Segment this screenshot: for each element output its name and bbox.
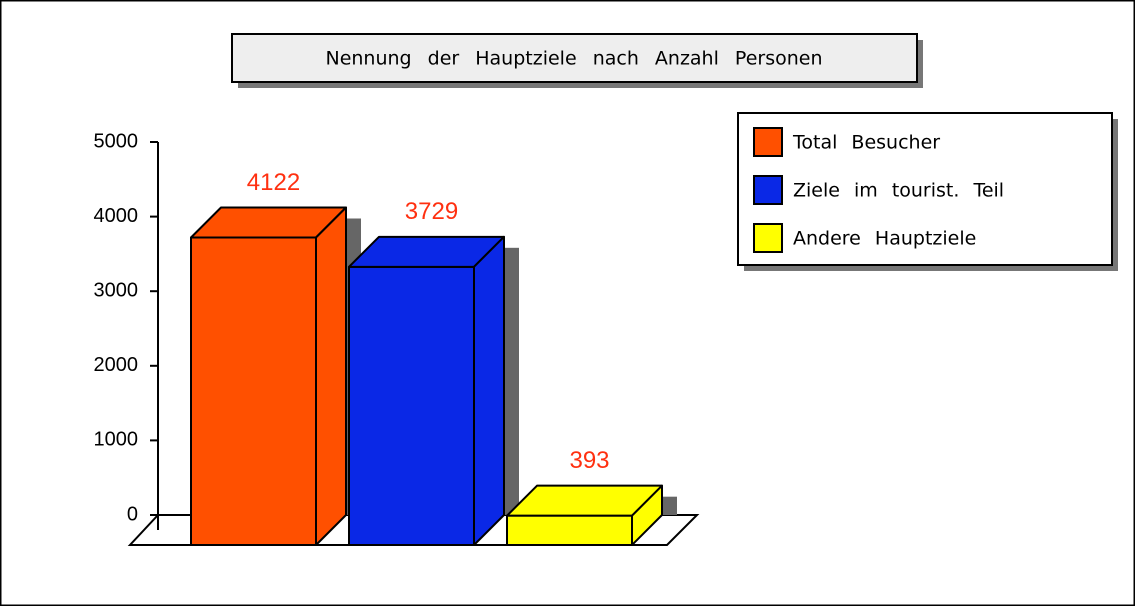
bar-side <box>473 235 505 546</box>
y-tick-label: 4000 <box>94 205 139 227</box>
bar-front <box>506 514 633 546</box>
legend-swatch <box>753 223 783 253</box>
legend-label: Andere Hauptziele <box>793 228 976 250</box>
legend-swatch <box>753 127 783 157</box>
bar-shadow <box>504 247 519 516</box>
y-tick-label: 2000 <box>94 354 139 376</box>
bar-side <box>631 484 663 546</box>
chart-title: Nennung der Hauptziele nach Anzahl Perso… <box>325 48 822 70</box>
value-label: 4122 <box>247 169 300 196</box>
legend-swatch <box>753 175 783 205</box>
bar-front <box>190 236 317 546</box>
y-tick-label: 1000 <box>94 429 139 451</box>
value-label: 393 <box>569 447 609 474</box>
legend-box <box>737 112 1113 266</box>
value-label: 3729 <box>405 198 458 225</box>
title-box <box>231 33 918 83</box>
y-tick-label: 3000 <box>94 279 139 301</box>
bar-shadow <box>662 496 677 515</box>
legend-label: Ziele im tourist. Teil <box>793 180 1004 202</box>
y-tick-label: 5000 <box>94 130 139 152</box>
legend-label: Total Besucher <box>792 132 940 154</box>
y-tick-label: 0 <box>127 503 138 525</box>
bar-side <box>315 206 347 546</box>
bar-front <box>348 265 475 546</box>
